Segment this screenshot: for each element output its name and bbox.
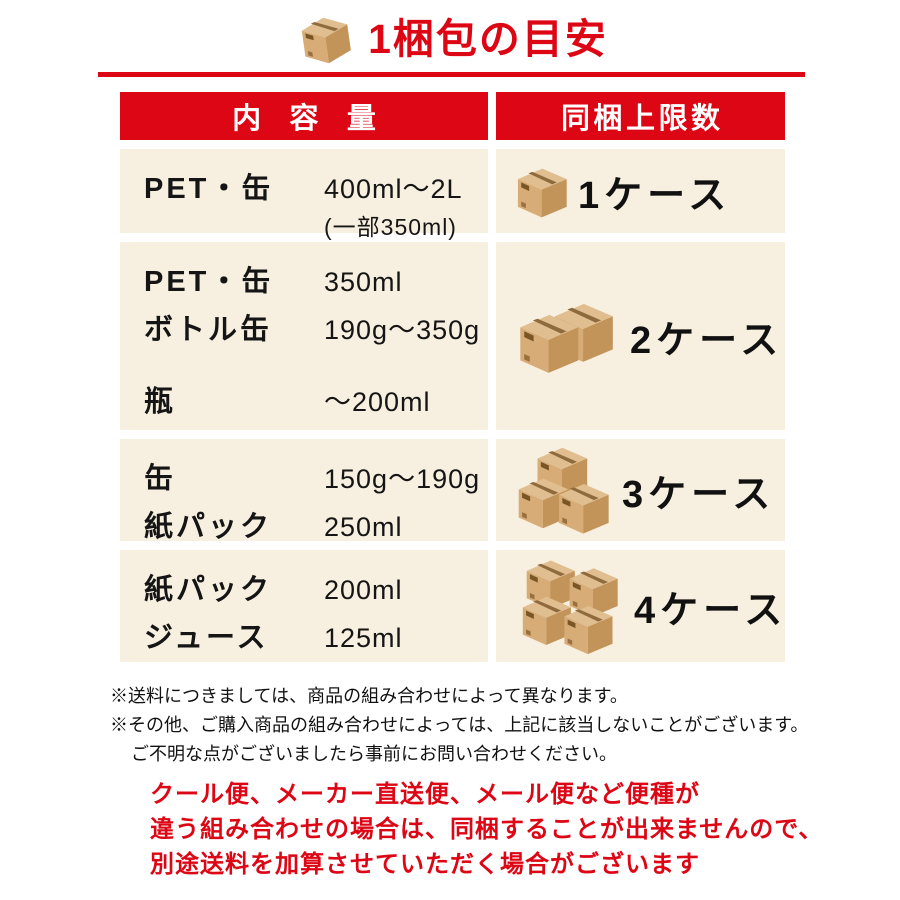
item-volume: 250ml [324,512,403,542]
table-row-2-contents: PET・缶 350ml ボトル缶 190g〜350g 瓶 〜200ml ゼリー飲… [120,242,488,464]
warning-line: 違う組み合わせの場合は、同梱することが出来ませんので、 [150,816,824,843]
table-row-1-contents: PET・缶 400ml〜2L (一部350ml) [120,149,488,240]
table-row-2-limit: 2ケース [496,242,785,430]
content-item: 紙パック 250ml [144,503,482,545]
table-row-3-limit: 3ケース [496,439,785,541]
column-header-limit: 同梱上限数 [496,92,785,140]
item-volume: 125ml [324,623,403,653]
cardboard-box-icon [300,14,353,67]
item-volume: 〜200ml [324,387,431,417]
table-row-4-limit: 4ケース [496,550,785,662]
footnote-line: ※送料につきましては、商品の組み合わせによって異なります。 [110,686,628,706]
item-name: ジュース [144,622,269,654]
two-boxes-icon [520,303,613,373]
content-item: PET・缶 350ml [144,258,482,300]
item-name: 缶 [144,463,177,495]
item-volume: 200ml [324,575,403,605]
shipping-warning: クール便、メーカー直送便、メール便など便種が 違う組み合わせの場合は、同梱するこ… [150,777,823,882]
header-divider [98,72,805,77]
footnote-line: ※その他、ご購入商品の組み合わせによっては、上記に該当しないことがございます。 [110,715,809,735]
case-count-label: 2ケース [630,319,784,362]
item-name: PET・缶 [144,173,274,205]
footnote-line: ご不明な点がございましたら事前にお問い合わせください。 [131,744,617,764]
one-box-icon [517,168,567,218]
case-count-label: 3ケース [622,473,776,516]
content-item: ボトル缶 190g〜350g [144,306,482,348]
item-volume: 350ml [324,267,403,297]
page-title: 1梱包の目安 [368,15,608,62]
item-volume: 190g〜350g [324,315,481,345]
table-row-1-limit: 1ケース [496,149,785,233]
four-boxes-icon [522,560,618,655]
item-name: ボトル缶 [144,314,273,346]
packing-table: 内 容 量 同梱上限数 PET・缶 400ml〜2L (一部350ml) 1ケー… [120,92,785,662]
item-volume-sub: (一部350ml) [324,214,457,240]
content-item: ジュース 125ml [144,614,482,656]
item-volume-main: 400ml〜2L [324,174,463,204]
item-name: 瓶 [144,386,177,418]
content-item: 紙パック 200ml [144,566,482,608]
content-item: 瓶 〜200ml [144,378,482,420]
warning-line: クール便、メーカー直送便、メール便など便種が [150,781,700,808]
table-row-3-contents: 缶 150g〜190g 紙パック 250ml [120,439,488,543]
item-volume: 150g〜190g [324,464,481,494]
content-item: 缶 150g〜190g [144,455,482,497]
item-name: PET・缶 [144,266,274,298]
warning-line: 別途送料を加算させていただく場合がございます [150,851,700,878]
page-header: 1梱包の目安 [0,6,900,72]
table-row-4-contents: 紙パック 200ml ジュース 125ml [120,550,488,662]
case-count-label: 4ケース [634,589,788,632]
content-item: PET・缶 400ml〜2L (一部350ml) [144,165,482,242]
item-volume: 400ml〜2L (一部350ml) [324,167,463,242]
column-header-contents: 内 容 量 [120,92,488,140]
case-count-label: 1ケース [578,174,732,217]
three-boxes-icon [518,447,609,534]
item-name: 紙パック [144,574,273,606]
item-name: 紙パック [144,511,273,543]
footnotes: ※送料につきましては、商品の組み合わせによって異なります。 ※その他、ご購入商品… [110,682,808,769]
